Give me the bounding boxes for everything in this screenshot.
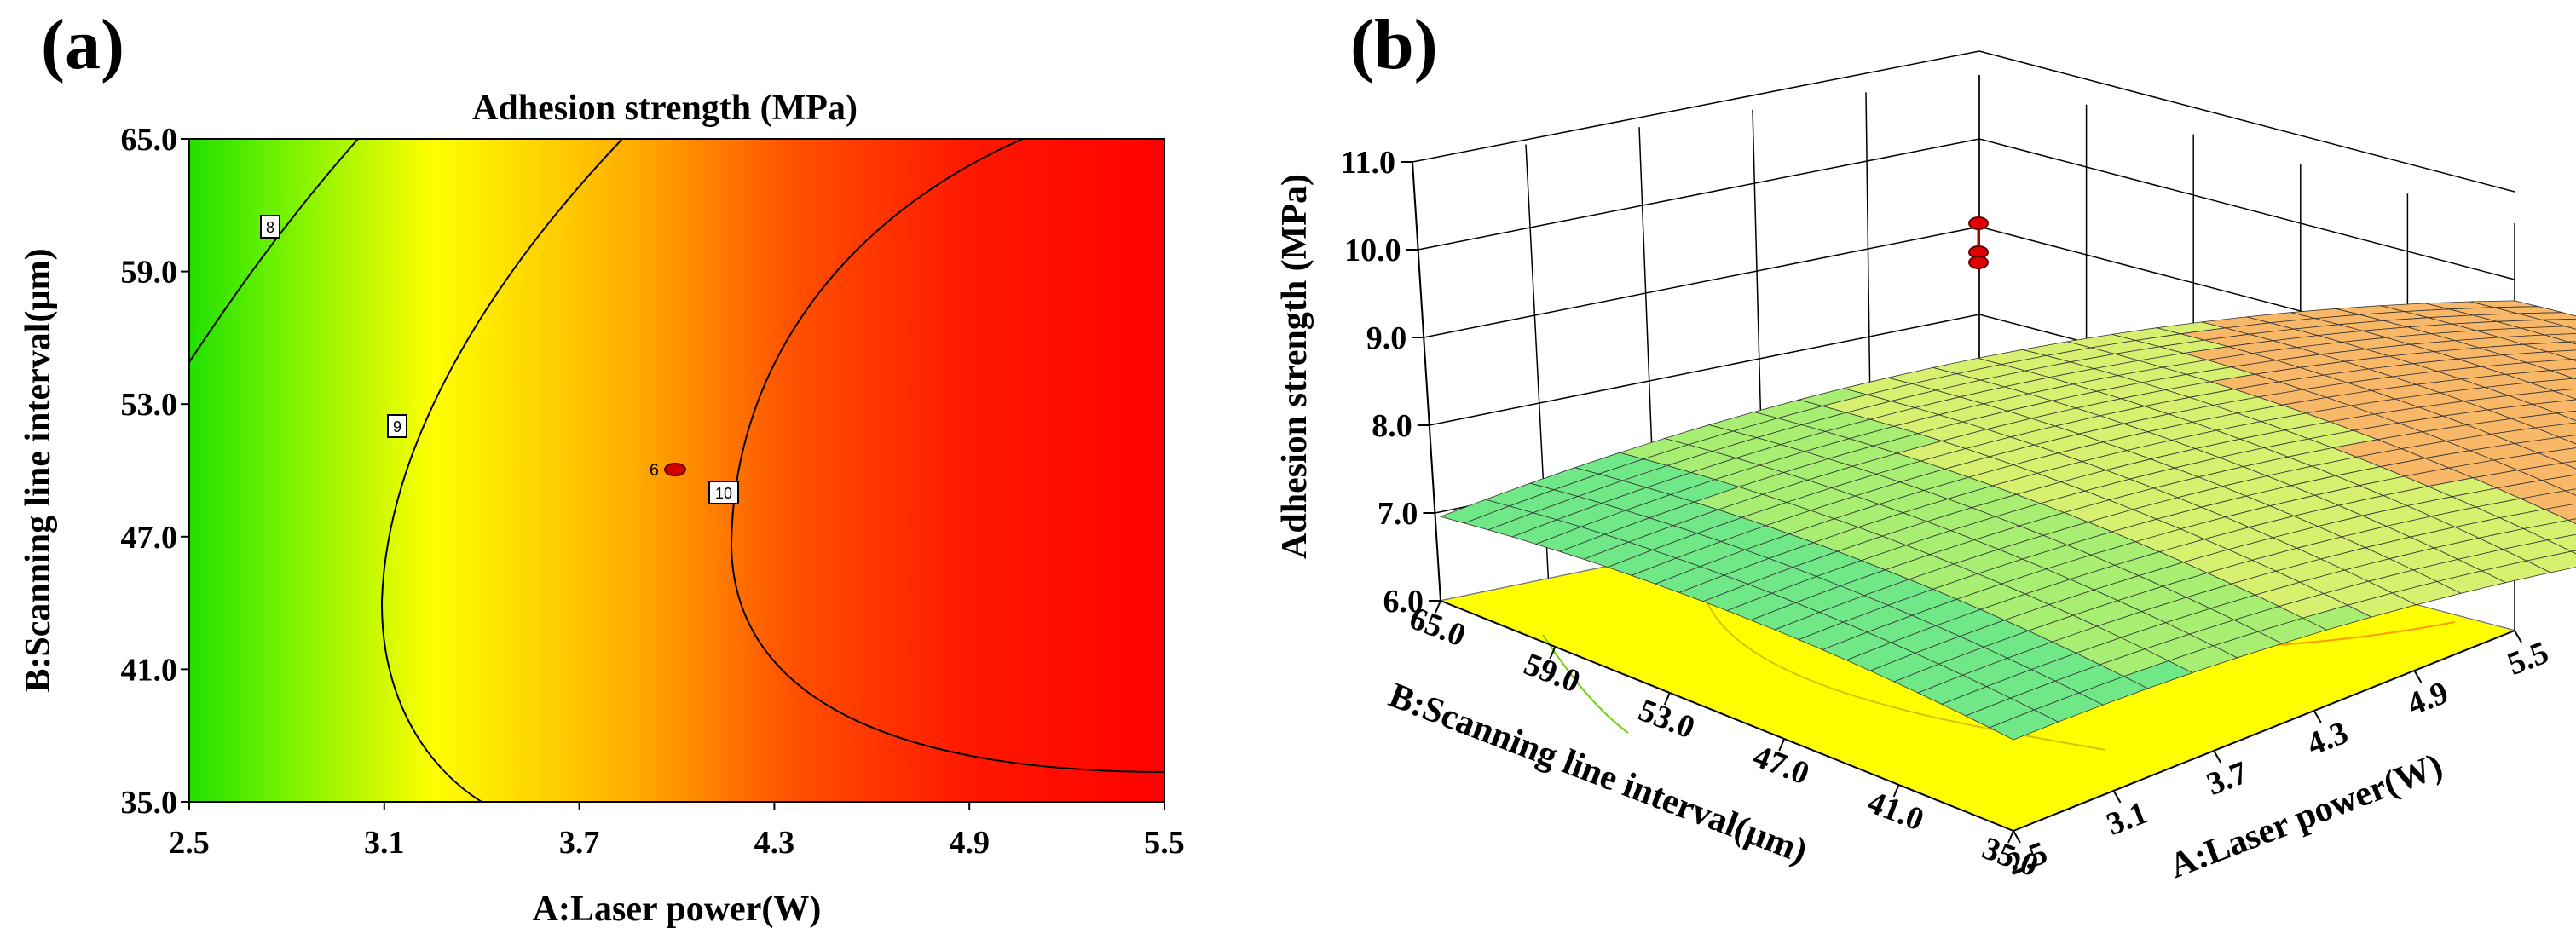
surface-x-tick-label: 3.7 [2202,755,2252,803]
surface-z-tick-label: 11.0 [1341,145,1395,181]
surface-x-tick [2313,710,2322,723]
floor-contour-8 [1542,634,1629,734]
surface-x-tick-label: 3.1 [2102,795,2152,843]
contour-line-8 [189,139,359,363]
surface-y-tick [1778,738,1786,752]
surface-y-tick [1663,692,1671,706]
surface-y-tick [1549,646,1557,660]
contour-x-tick-label: 2.5 [169,825,210,861]
surface-y-tick [1435,600,1441,614]
contour-x-tick-label: 3.1 [364,825,405,861]
panel-b-label: (b) [1350,5,1438,84]
contour-frame [188,138,1165,803]
contour-y-tick-label: 47.0 [121,520,178,556]
surface-x-tick [2213,750,2222,764]
floor-contour-9 [1704,596,2106,751]
contour-y-tick-label: 35.0 [121,785,178,821]
svg-text:9: 9 [393,418,401,435]
surface-cell [1989,709,2059,741]
contour-label-8: 8 [260,215,280,239]
contour-x-axis-label: A:Laser power(W) [533,890,822,929]
surface-x-tick [2112,790,2122,804]
surface-axes-lines [1412,161,2515,832]
surface-z-tick-label: 6.0 [1383,584,1424,620]
surface-plot: 6.07.08.09.010.011.0 65.059.053.047.041.… [1275,50,2576,886]
panel-a-label: (a) [41,5,124,84]
svg-text:10: 10 [715,485,732,502]
surface-x-tick-label: 4.3 [2302,715,2353,763]
svg-text:8: 8 [266,219,274,236]
surface-cell [2561,460,2576,470]
svg-text:6: 6 [650,461,659,480]
surface-z-axis-label: Adhesion strength (MPa) [1275,174,1314,559]
contour-x-tick-label: 4.3 [754,825,795,861]
surface-x-tick [2013,830,2021,844]
contour-x-tick-label: 5.5 [1144,825,1185,861]
surface-y-tick [2007,830,2014,844]
surface-x-tick-label: 5.5 [2503,635,2553,683]
contour-y-tick-label: 59.0 [121,255,178,291]
surface-z-tick-label: 7.0 [1378,496,1418,532]
design-points-3d [1968,216,1989,269]
contour-x-tick-label: 3.7 [559,825,600,861]
surface-y-tick [1892,784,1900,798]
design-point: 6 [650,461,686,480]
response-surface [1439,300,2576,741]
contour-label-9: 9 [387,414,407,438]
surface-cell [2564,488,2576,496]
surface-z-tick-label: 8.0 [1372,408,1412,444]
contour-title: Adhesion strength (MPa) [472,89,858,128]
contour-plot: 8 9 10 6 2.5 3.1 3.7 4.3 4.9 5.5 35.0 41.0 47.0… [19,122,1185,929]
surface-x-tick-label: 4.9 [2402,675,2452,723]
contour-x-tick-label: 4.9 [949,825,990,861]
surface-z-tick-label: 9.0 [1366,320,1407,356]
surface-x-tick [2514,630,2522,643]
wall-gridline [1412,50,2515,193]
surface-x-tick [2413,670,2423,683]
contour-label-10: 10 [708,481,739,504]
contour-y-tick-label: 41.0 [121,652,178,688]
contour-y-tick-label: 65.0 [121,122,178,158]
contour-y-axis-label: B:Scanning line interval(µm) [19,248,58,692]
contour-line-10 [730,139,1164,773]
surface-z-tick-label: 10.0 [1344,233,1401,268]
contour-line-9 [380,139,623,802]
contour-y-tick-label: 53.0 [121,387,178,423]
